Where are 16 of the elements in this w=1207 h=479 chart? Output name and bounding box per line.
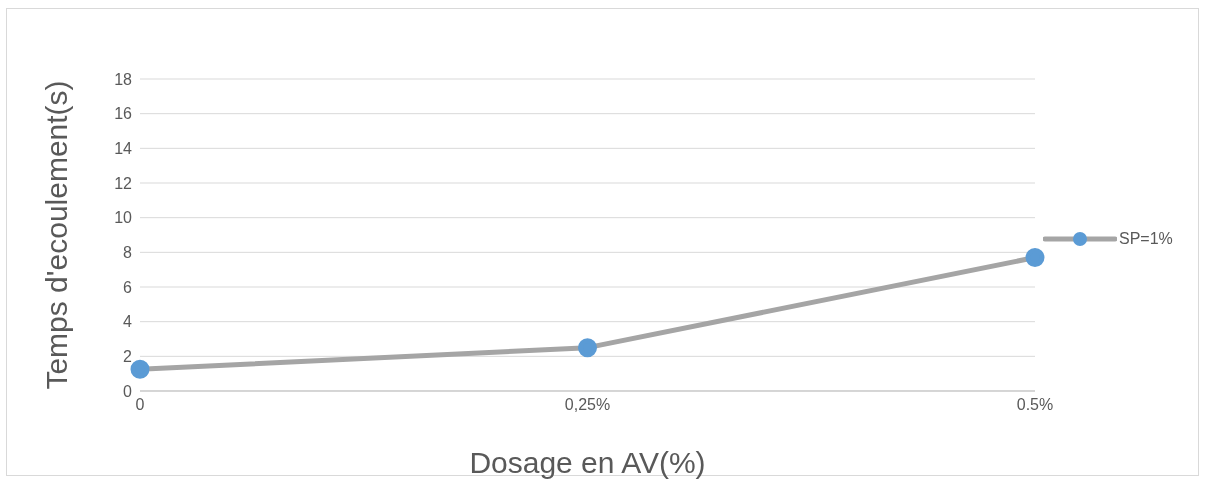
y-tick-label: 8: [123, 244, 133, 262]
y-axis-title: Temps d'ecoulement(s): [39, 80, 73, 390]
legend-label: SP=1%: [1119, 230, 1173, 248]
x-tick-label: 0: [135, 396, 145, 414]
y-tick-label: 2: [123, 348, 133, 366]
y-tick-label: 14: [114, 140, 133, 158]
x-tick-label: 0,25%: [564, 396, 611, 414]
y-tick-label: 18: [114, 70, 133, 88]
y-tick-label: 10: [114, 209, 133, 227]
x-tick-label: 0.5%: [1016, 396, 1054, 414]
x-axis-title: Dosage en AV(%): [469, 446, 706, 479]
y-tick-label: 12: [114, 174, 133, 192]
y-tick-label: 4: [123, 313, 133, 331]
y-tick-label: 16: [114, 105, 133, 123]
y-tick-label: 0: [123, 382, 133, 400]
y-tick-label: 6: [123, 278, 133, 296]
